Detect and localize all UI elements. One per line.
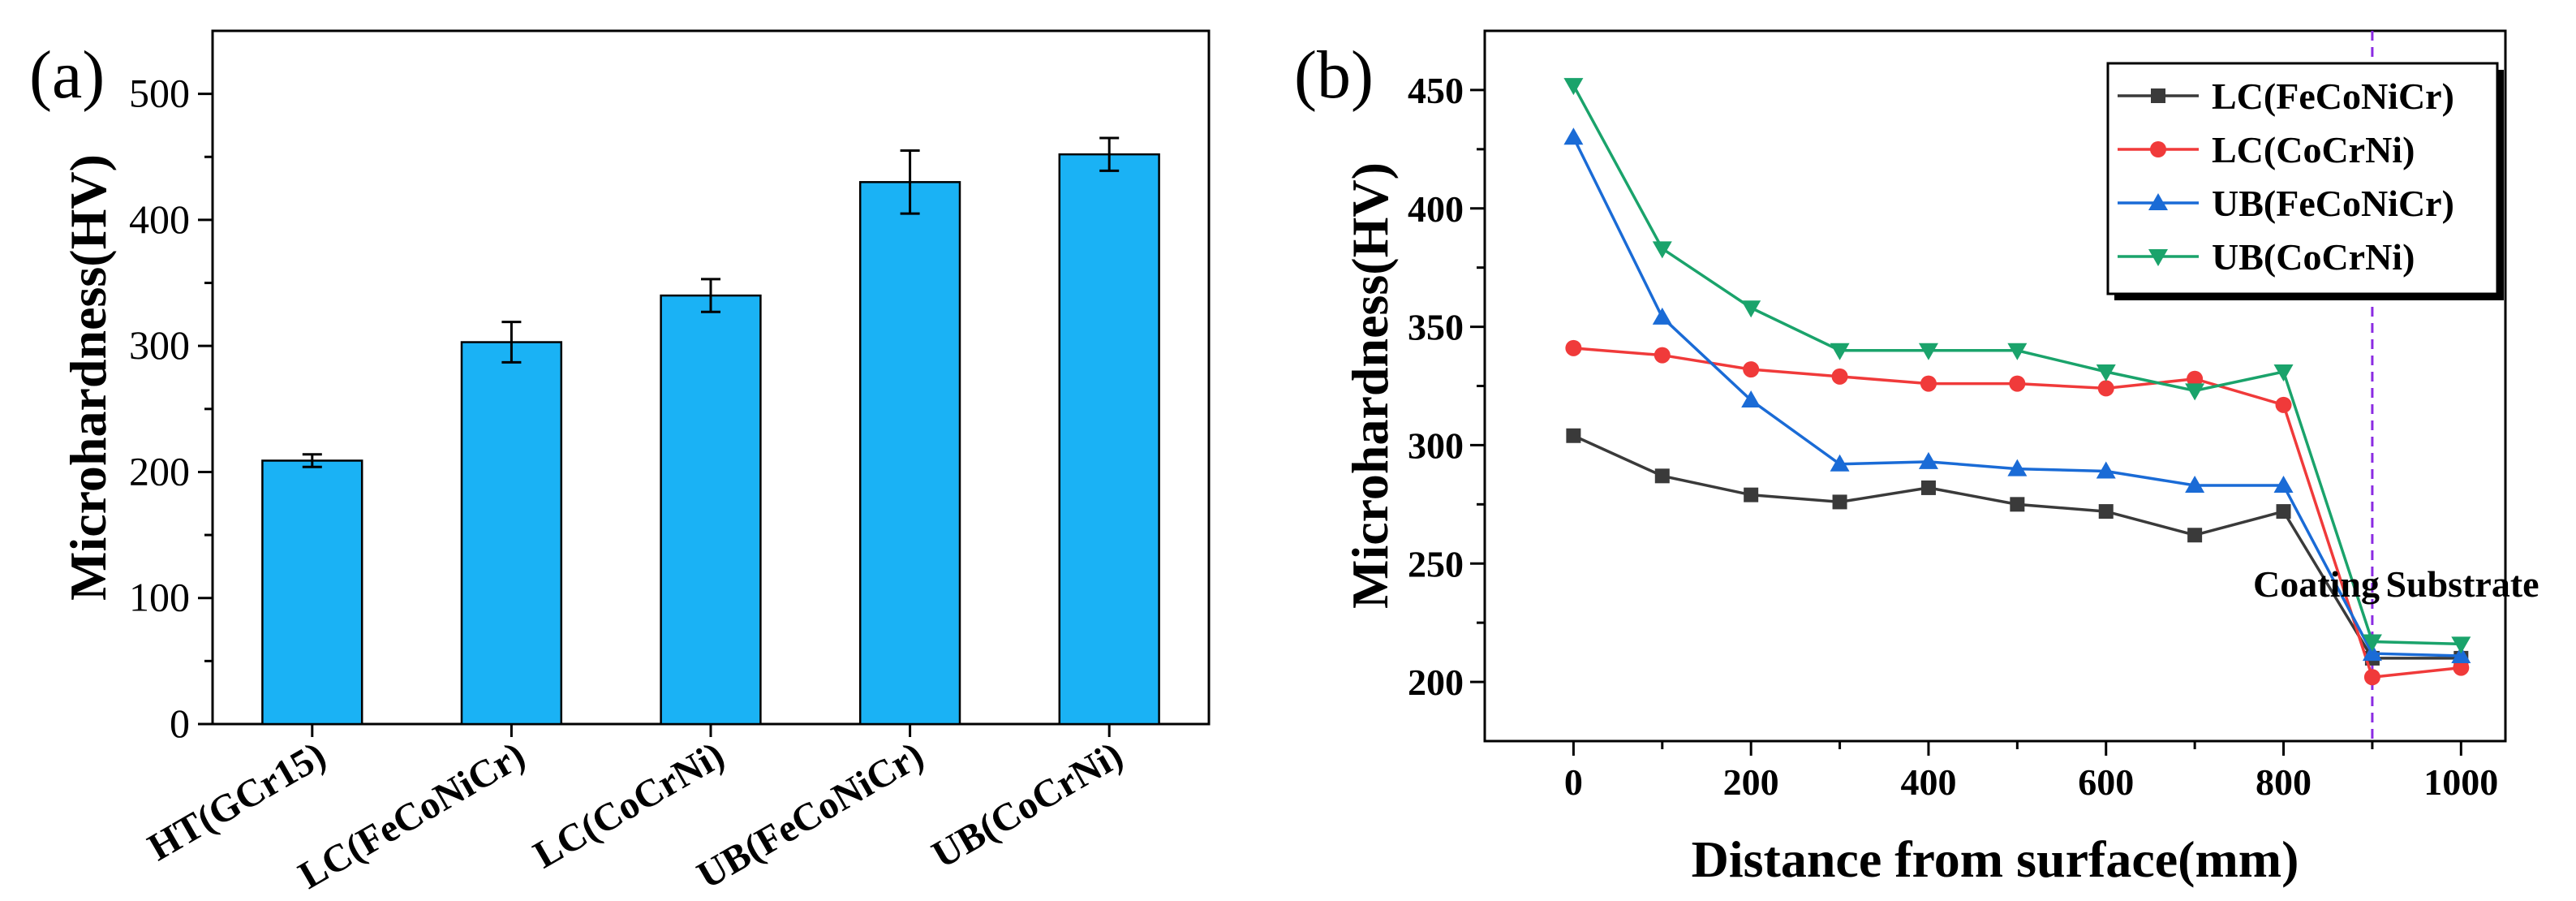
x-tick-label: 600 [2078, 761, 2134, 803]
data-point-square [2187, 528, 2203, 543]
bar-chart-panel-a: 0 100 200 300 400 500 HT(GCr15)LC(FeCoNiCr)LC… [59, 29, 1211, 897]
bar [660, 294, 762, 726]
x-tick-label: 400 [1900, 761, 1956, 803]
y-tick-label: 500 [129, 71, 190, 116]
y-tick-label: 300 [1408, 425, 1464, 466]
data-point-triangle-down [2185, 383, 2205, 401]
series-LC(CoCrNi) [1565, 339, 2470, 686]
data-point-circle [2009, 375, 2026, 392]
panel-b-x-axis-label: Distance from surface(mm) [1692, 830, 2299, 888]
data-point-triangle-up [2451, 646, 2471, 663]
data-point-triangle-down [2096, 364, 2116, 382]
data-point-square [2151, 88, 2165, 103]
data-point-triangle-up [2273, 476, 2294, 493]
data-point-triangle-down [1741, 300, 1761, 318]
line-chart-panel-b: 200 250 300 350 400 450 0 200 400 600 800 1000 Coa… [1341, 29, 2539, 888]
data-point-circle [2097, 380, 2114, 397]
y-tick-label: 0 [170, 701, 190, 746]
data-point-square [2098, 504, 2114, 519]
data-point-square [2010, 497, 2025, 512]
data-point-triangle-down [2273, 364, 2294, 382]
data-point-triangle-down [1652, 241, 1672, 259]
y-tick-label: 450 [1408, 70, 1464, 111]
data-point-triangle-up [2096, 461, 2116, 479]
data-point-triangle-up [2362, 644, 2382, 662]
bar [261, 459, 363, 726]
panel-a-y-axis-label: Microhardness(HV) [59, 154, 117, 601]
data-point-circle [1831, 368, 1848, 385]
panel-a-label: (a) [29, 37, 105, 113]
data-point-triangle-up [1830, 454, 1850, 472]
data-point-triangle-up [2185, 476, 2205, 493]
data-point-triangle-down [2451, 636, 2471, 654]
data-point-triangle-down [2007, 343, 2028, 360]
data-point-triangle-up [2007, 459, 2028, 476]
panel-b-series [1563, 78, 2471, 686]
panel-a-x-axis: HT(GCr15)LC(FeCoNiCr)LC(CoCrNi)UB(FeCoNi… [141, 724, 1130, 897]
data-point-circle [2150, 141, 2166, 157]
x-tick-label: HT(GCr15) [141, 734, 333, 869]
y-tick-label: 350 [1408, 307, 1464, 348]
series-LC(FeCoNiCr) [1566, 428, 2469, 666]
annotation-substrate: Substrate [2385, 563, 2539, 605]
panel-b-y-axis: 200 250 300 350 400 450 [1408, 70, 1485, 703]
legend-label: LC(FeCoNiCr) [2212, 75, 2454, 117]
panel-b-legend: LC(FeCoNiCr) LC(CoCrNi) UB(FeCoNiCr) UB(CoC… [2106, 62, 2504, 300]
x-tick-label: 1000 [2423, 761, 2498, 803]
data-point-square [1832, 494, 1847, 510]
data-point-triangle-down [1830, 343, 1850, 360]
data-point-circle [2275, 396, 2292, 413]
series-UB(FeCoNiCr) [1563, 127, 2471, 663]
data-point-triangle-up [1918, 451, 1938, 469]
bar [460, 341, 563, 726]
data-point-triangle-down [1563, 78, 1584, 96]
x-tick-label: UB(FeCoNiCr) [690, 734, 931, 898]
data-point-circle [1743, 361, 1760, 378]
series-UB(CoCrNi) [1563, 78, 2471, 654]
panel-b-x-axis: 0 200 400 600 800 1000 [1564, 741, 2498, 803]
y-tick-label: 200 [1408, 662, 1464, 703]
y-tick-label: 300 [129, 322, 190, 368]
data-point-square [1744, 487, 1759, 502]
legend-label: LC(CoCrNi) [2212, 129, 2415, 170]
data-point-circle [2453, 659, 2470, 676]
data-point-square [1920, 480, 1936, 495]
data-point-square [2276, 504, 2291, 519]
data-point-triangle-down [2362, 634, 2382, 652]
bar [1058, 153, 1160, 726]
y-tick-label: 250 [1408, 543, 1464, 584]
data-point-triangle-up [2148, 193, 2168, 210]
data-point-circle [2187, 370, 2204, 387]
data-point-square [1654, 468, 1670, 484]
series-line [1573, 347, 2462, 679]
panel-a-bars [261, 136, 1160, 726]
data-point-circle [1654, 347, 1671, 364]
bar [858, 181, 961, 726]
panel-b-y-axis-label: Microhardness(HV) [1341, 162, 1399, 609]
x-tick-label: 200 [1723, 761, 1779, 803]
y-tick-label: 400 [1408, 188, 1464, 230]
legend-label: UB(CoCrNi) [2212, 236, 2415, 278]
panel-a-y-axis: 0 100 200 300 400 500 [129, 71, 213, 746]
annotation-coating: Coating [2253, 563, 2380, 605]
data-point-circle [1565, 339, 1582, 356]
x-tick-label: LC(FeCoNiCr) [291, 734, 532, 898]
y-tick-label: 100 [129, 575, 190, 620]
data-point-circle [1920, 375, 1937, 392]
data-point-triangle-up [1563, 127, 1584, 145]
data-point-square [1566, 428, 1581, 443]
data-point-circle [2363, 669, 2380, 686]
data-point-triangle-up [1741, 390, 1761, 407]
panel-b-label: (b) [1294, 37, 1374, 113]
x-tick-label: UB(CoCrNi) [925, 734, 1130, 877]
y-tick-label: 200 [129, 448, 190, 494]
x-tick-label: 800 [2256, 761, 2312, 803]
data-point-triangle-down [1918, 343, 1938, 360]
data-point-triangle-up [1652, 307, 1672, 325]
legend-label: UB(FeCoNiCr) [2212, 183, 2454, 224]
y-tick-label: 400 [129, 196, 190, 242]
x-tick-label: 0 [1564, 761, 1583, 803]
data-point-triangle-down [2148, 249, 2168, 266]
